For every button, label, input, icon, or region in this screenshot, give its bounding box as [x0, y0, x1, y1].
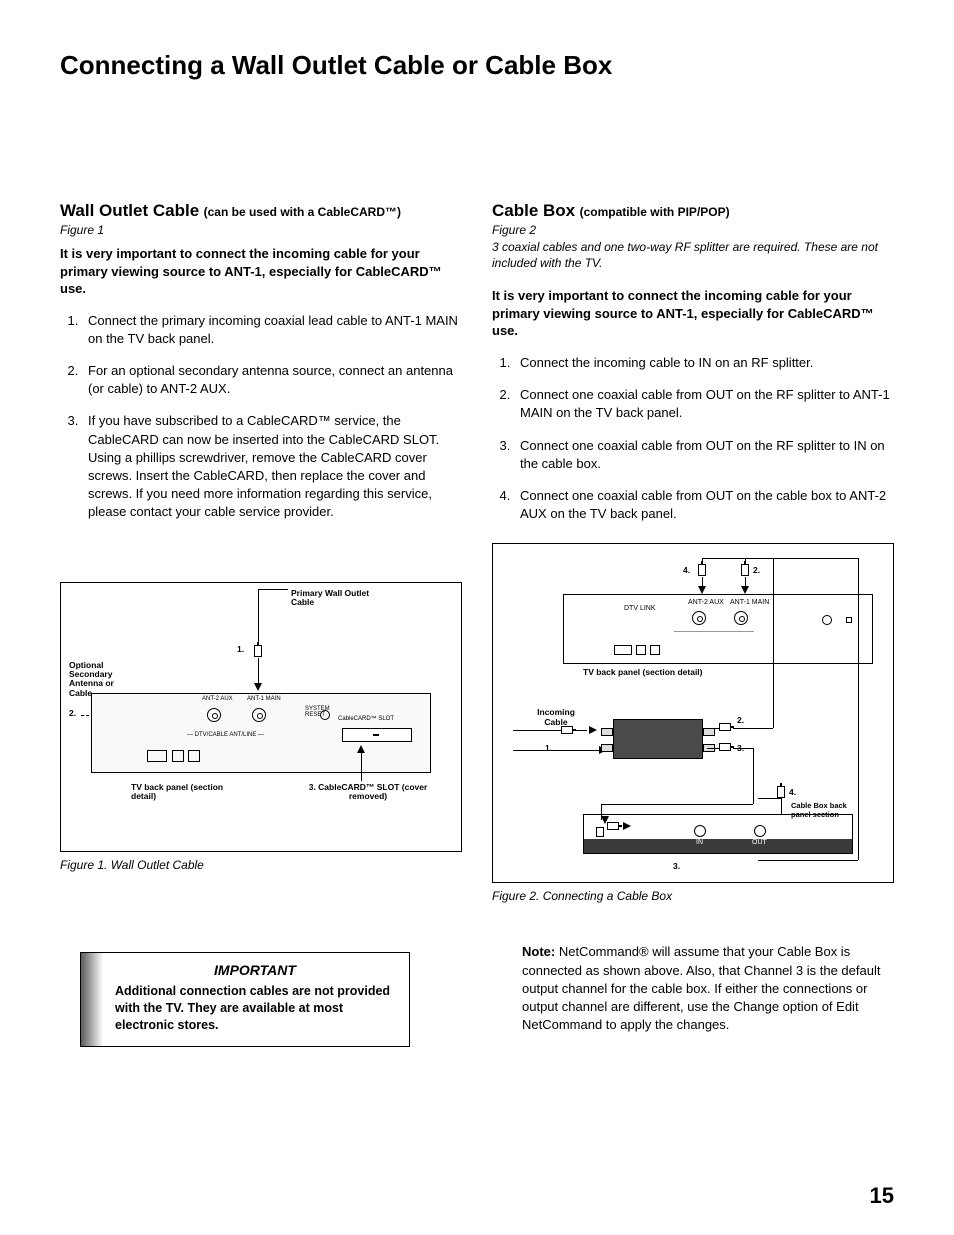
important-body: Additional connection cables are not pro…: [115, 983, 395, 1034]
right-step-1: Connect the incoming cable to IN on an R…: [514, 354, 894, 372]
wall-outlet-qualifier: (can be used with a CableCARD™): [204, 205, 401, 219]
left-steps: Connect the primary incoming coaxial lea…: [60, 312, 462, 522]
note-label: Note:: [522, 944, 555, 959]
fig2-step2b: 2.: [737, 716, 744, 725]
panel-label-1: TV back panel (section detail): [131, 783, 241, 802]
fig1-step2: 2.: [69, 709, 76, 718]
page-number: 15: [870, 1183, 894, 1209]
cable-box-panel: IN OUT: [583, 814, 853, 854]
page-title: Connecting a Wall Outlet Cable or Cable …: [60, 50, 894, 81]
fig2-step4b: 4.: [789, 788, 796, 797]
figure2-caption: Figure 2. Connecting a Cable Box: [492, 889, 894, 903]
figure2-note: 3 coaxial cables and one two-way RF spli…: [492, 239, 894, 271]
incoming-label: Incoming Cable: [531, 708, 581, 727]
left-column: Wall Outlet Cable (can be used with a Ca…: [60, 201, 462, 1047]
note-paragraph: Note: NetCommand® will assume that your …: [492, 943, 894, 1034]
right-intro: It is very important to connect the inco…: [492, 287, 894, 340]
cable-box-qualifier: (compatible with PIP/POP): [580, 205, 730, 219]
fig2-step2-top: 2.: [753, 566, 760, 575]
right-steps: Connect the incoming cable to IN on an R…: [492, 354, 894, 523]
fig2-step1: 1.: [545, 744, 552, 753]
primary-cable-label: Primary Wall Outlet Cable: [291, 589, 371, 608]
slot-label: 3. CableCARD™ SLOT (cover removed): [303, 783, 433, 802]
left-intro: It is very important to connect the inco…: [60, 245, 462, 298]
important-title: IMPORTANT: [115, 961, 395, 980]
figure1-diagram: Primary Wall Outlet Cable 1. Optional Se…: [60, 582, 462, 852]
cablebox-label: Cable Box back panel section: [791, 802, 861, 819]
wall-outlet-heading: Wall Outlet Cable: [60, 201, 199, 220]
fig2-step4-top: 4.: [683, 566, 690, 575]
tv-back-panel-2: ANT-2 AUX ANT-1 MAIN DTV LINK: [563, 594, 873, 664]
left-step-2: For an optional secondary antenna source…: [82, 362, 462, 398]
right-step-3: Connect one coaxial cable from OUT on th…: [514, 437, 894, 473]
rf-splitter: [613, 719, 703, 759]
fig2-step3b: 3.: [673, 862, 680, 871]
right-column: Cable Box (compatible with PIP/POP) Figu…: [492, 201, 894, 1047]
panel-label-2: TV back panel (section detail): [583, 668, 703, 677]
note-body: NetCommand® will assume that your Cable …: [522, 944, 880, 1032]
right-step-4: Connect one coaxial cable from OUT on th…: [514, 487, 894, 523]
figure2-label: Figure 2: [492, 223, 894, 237]
left-step-1: Connect the primary incoming coaxial lea…: [82, 312, 462, 348]
right-step-2: Connect one coaxial cable from OUT on th…: [514, 386, 894, 422]
important-box: IMPORTANT Additional connection cables a…: [80, 952, 410, 1048]
cable-box-heading: Cable Box: [492, 201, 575, 220]
figure2-diagram: 4. 2. ANT-2 AUX ANT-1 MAIN DTV LINK TV b…: [492, 543, 894, 883]
figure1-caption: Figure 1. Wall Outlet Cable: [60, 858, 462, 872]
left-step-3: If you have subscribed to a CableCARD™ s…: [82, 412, 462, 521]
figure1-label: Figure 1: [60, 223, 462, 237]
fig1-step1: 1.: [237, 645, 244, 654]
tv-back-panel-1: ANT-2 AUX ANT-1 MAIN — DTV/CABLE ANT/LIN…: [91, 693, 431, 773]
